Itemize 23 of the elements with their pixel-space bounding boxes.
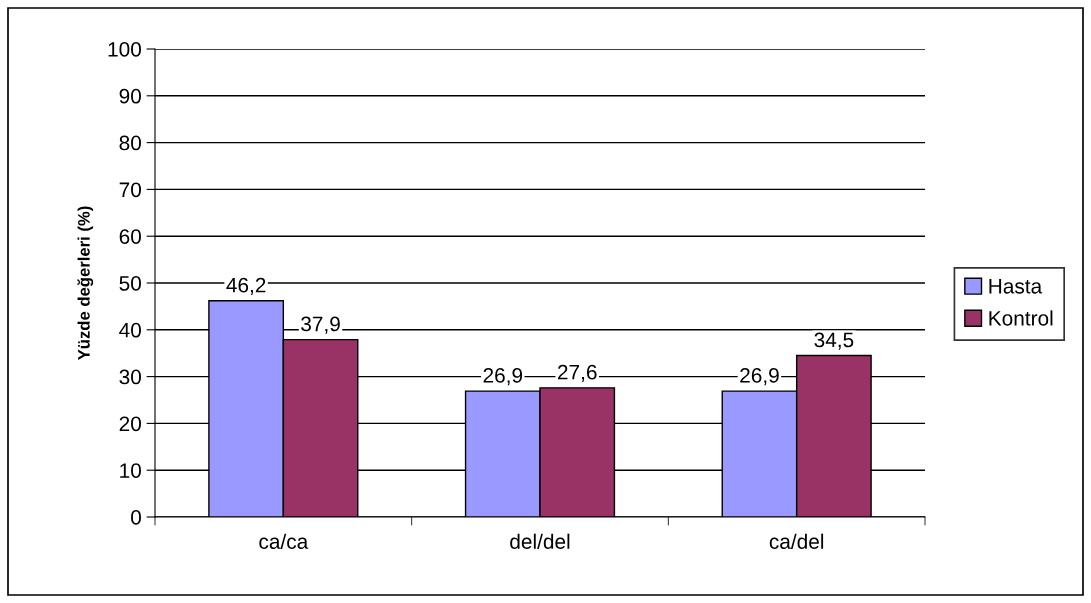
data-label: 27,6	[557, 364, 597, 383]
y-tick-label: 40	[119, 322, 141, 338]
y-tick-label: 20	[119, 416, 141, 432]
y-tick-label: 100	[108, 42, 141, 57]
legend-label: Kontrol	[989, 310, 1053, 326]
legend-label: Hasta	[989, 279, 1043, 294]
y-tick-label: 70	[119, 182, 141, 198]
x-tick-label: ca/del	[769, 533, 824, 549]
data-label: 34,5	[814, 332, 854, 350]
y-tick-label: 60	[119, 229, 141, 244]
data-label: 26,9	[483, 368, 523, 386]
x-tick-label: del/del	[510, 533, 570, 549]
y-tick-label: 10	[120, 463, 141, 478]
data-label: 26,9	[740, 368, 779, 386]
y-tick-label: 90	[119, 88, 141, 104]
data-label: 46,2	[226, 277, 266, 295]
y-tick-label: 80	[119, 135, 141, 151]
y-axis-title: Yüzde değerleri (%)	[77, 206, 94, 361]
y-tick-label: 30	[119, 369, 141, 385]
y-tick-label: 50	[119, 276, 141, 291]
x-tick-label: ca/ca	[259, 533, 309, 549]
data-label: 37,9	[301, 316, 340, 334]
y-tick-label: 0	[131, 510, 141, 525]
